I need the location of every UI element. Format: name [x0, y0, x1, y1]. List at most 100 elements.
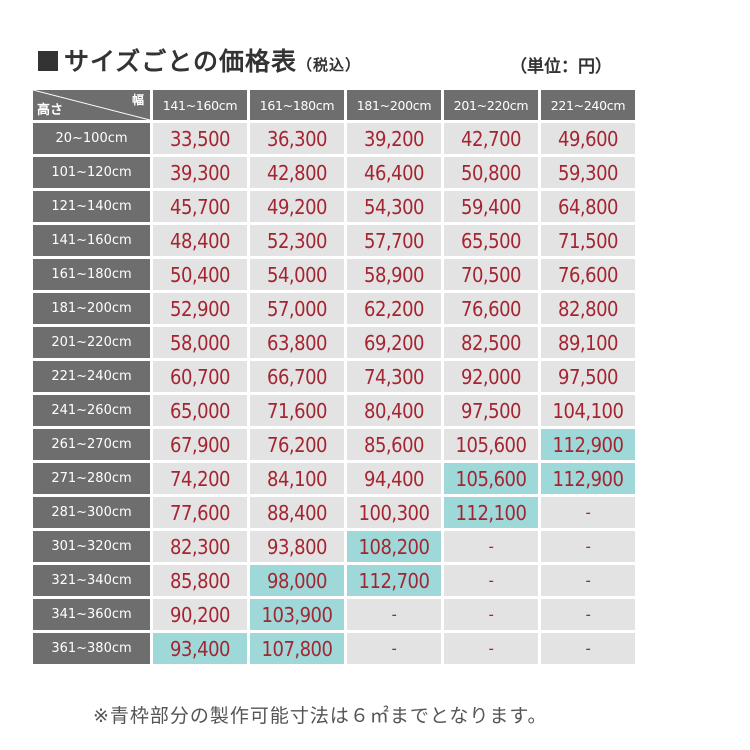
- price-cell: 89,100: [541, 327, 635, 358]
- row-header: 101~120cm: [33, 157, 150, 188]
- price-cell: 58,900: [347, 259, 441, 290]
- price-cell: 66,700: [250, 361, 344, 392]
- title-main: サイズごとの価格表: [64, 47, 298, 76]
- price-cell: 105,600: [444, 463, 538, 494]
- column-header: 181~200cm: [347, 90, 441, 120]
- price-cell: 93,800: [250, 531, 344, 562]
- price-cell: -: [541, 633, 635, 664]
- row-header: 20~100cm: [33, 123, 150, 154]
- row-header: 281~300cm: [33, 497, 150, 528]
- corner-header: 高さ 幅: [33, 90, 150, 120]
- price-cell: 54,000: [250, 259, 344, 290]
- price-cell: 100,300: [347, 497, 441, 528]
- table-row: 361~380cm 93,400 107,800- - -: [33, 633, 635, 664]
- row-header: 141~160cm: [33, 225, 150, 256]
- table-row: 321~340cm 85,800 98,000 112,700- -: [33, 565, 635, 596]
- square-bullet-icon: [38, 51, 58, 71]
- price-cell: 70,500: [444, 259, 538, 290]
- row-header: 181~200cm: [33, 293, 150, 324]
- row-header: 341~360cm: [33, 599, 150, 630]
- table-row: 341~360cm 90,200 103,900- - -: [33, 599, 635, 630]
- price-cell: 50,800: [444, 157, 538, 188]
- table-row: 281~300cm 77,600 88,400 100,300 112,100-: [33, 497, 635, 528]
- price-cell: 104,100: [541, 395, 635, 426]
- price-cell: 97,500: [541, 361, 635, 392]
- price-cell: -: [347, 633, 441, 664]
- column-header: 141~160cm: [153, 90, 247, 120]
- price-cell: 107,800: [250, 633, 344, 664]
- price-cell: 59,400: [444, 191, 538, 222]
- price-cell: 48,400: [153, 225, 247, 256]
- price-cell: -: [444, 633, 538, 664]
- price-cell: 98,000: [250, 565, 344, 596]
- row-header: 361~380cm: [33, 633, 150, 664]
- price-cell: 57,000: [250, 293, 344, 324]
- corner-width-label: 幅: [131, 93, 144, 107]
- price-cell: 76,600: [444, 293, 538, 324]
- price-table: 高さ 幅 141~160cm 161~180cm 181~200cm 201~2…: [30, 87, 638, 667]
- diagonal-divider-icon: [33, 90, 150, 120]
- column-header: 221~240cm: [541, 90, 635, 120]
- price-cell: 92,000: [444, 361, 538, 392]
- title-tax-note: （税込）: [297, 56, 362, 74]
- price-cell: 50,400: [153, 259, 247, 290]
- price-cell: -: [541, 497, 635, 528]
- price-cell: 58,000: [153, 327, 247, 358]
- table-row: 301~320cm 82,300 93,800 108,200- -: [33, 531, 635, 562]
- price-cell: -: [541, 565, 635, 596]
- price-cell: -: [444, 599, 538, 630]
- price-cell: 105,600: [444, 429, 538, 460]
- price-cell: 71,500: [541, 225, 635, 256]
- table-row: 141~160cm 48,400 52,300 57,700 65,500 71,500: [33, 225, 635, 256]
- price-cell: 42,700: [444, 123, 538, 154]
- price-cell: -: [541, 599, 635, 630]
- price-cell: 88,400: [250, 497, 344, 528]
- price-cell: 63,800: [250, 327, 344, 358]
- price-cell: 64,800: [541, 191, 635, 222]
- price-cell: 36,300: [250, 123, 344, 154]
- price-cell: 82,300: [153, 531, 247, 562]
- price-cell: 39,300: [153, 157, 247, 188]
- row-header: 271~280cm: [33, 463, 150, 494]
- price-cell: 54,300: [347, 191, 441, 222]
- price-cell: 69,200: [347, 327, 441, 358]
- unit-label: （単位：円）: [510, 57, 612, 77]
- price-cell: 93,400: [153, 633, 247, 664]
- price-cell: 42,800: [250, 157, 344, 188]
- price-cell: 45,700: [153, 191, 247, 222]
- price-cell: 84,100: [250, 463, 344, 494]
- table-row: 121~140cm 45,700 49,200 54,300 59,400 64,800: [33, 191, 635, 222]
- price-cell: 112,100: [444, 497, 538, 528]
- price-cell: 49,200: [250, 191, 344, 222]
- corner-height-label: 高さ: [37, 103, 64, 118]
- price-cell: 112,900: [541, 463, 635, 494]
- price-cell: -: [541, 531, 635, 562]
- table-row: 261~270cm 67,900 76,200 85,600 105,600 112,90…: [33, 429, 635, 460]
- price-cell: 82,800: [541, 293, 635, 324]
- price-cell: 80,400: [347, 395, 441, 426]
- price-cell: 74,300: [347, 361, 441, 392]
- price-cell: 85,800: [153, 565, 247, 596]
- page-title: サイズごとの価格表（税込）: [38, 42, 361, 78]
- price-cell: 62,200: [347, 293, 441, 324]
- price-cell: 65,000: [153, 395, 247, 426]
- table-row: 181~200cm 52,900 57,000 62,200 76,600 82,800: [33, 293, 635, 324]
- price-cell: 74,200: [153, 463, 247, 494]
- table-row: 161~180cm 50,400 54,000 58,900 70,500 76,600: [33, 259, 635, 290]
- price-cell: 46,400: [347, 157, 441, 188]
- price-cell: 112,700: [347, 565, 441, 596]
- table-row: 241~260cm 65,000 71,600 80,400 97,500 104,100: [33, 395, 635, 426]
- price-cell: 52,900: [153, 293, 247, 324]
- row-header: 261~270cm: [33, 429, 150, 460]
- price-cell: 94,400: [347, 463, 441, 494]
- price-cell: 67,900: [153, 429, 247, 460]
- price-cell: 52,300: [250, 225, 344, 256]
- price-cell: 85,600: [347, 429, 441, 460]
- row-header: 241~260cm: [33, 395, 150, 426]
- table-row: 271~280cm 74,200 84,100 94,400 105,600 112,90…: [33, 463, 635, 494]
- table-row: 20~100cm 33,500 36,300 39,200 42,700 49,600: [33, 123, 635, 154]
- price-cell: 71,600: [250, 395, 344, 426]
- price-cell: 97,500: [444, 395, 538, 426]
- price-cell: 90,200: [153, 599, 247, 630]
- price-cell: 76,200: [250, 429, 344, 460]
